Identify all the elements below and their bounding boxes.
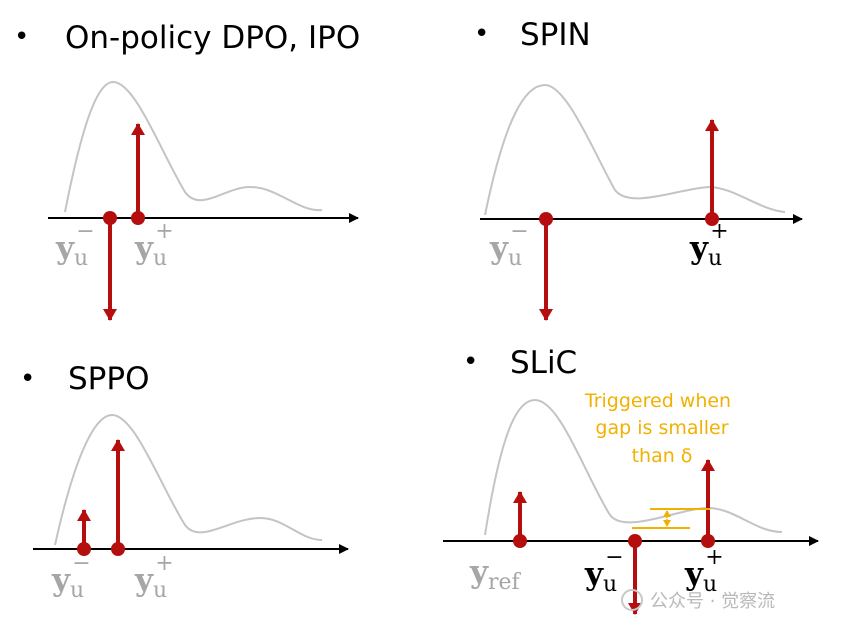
panel-sppo: • SPPO yu− yu+ (20, 361, 349, 603)
trigger-note-line2: gap is smaller (595, 417, 728, 439)
title-dpo: On-policy DPO, IPO (65, 20, 360, 56)
ref-point (513, 534, 527, 548)
neg-label: yu− (489, 219, 529, 271)
neg-label: yu− (584, 545, 624, 597)
bullet-sppo: • (20, 364, 35, 394)
pos-label: yu+ (684, 545, 724, 597)
panel-dpo: • On-policy DPO, IPO yu− yu+ (14, 20, 360, 321)
bullet-spin: • (474, 19, 489, 49)
negative-point (77, 542, 91, 556)
pos-label: yu+ (134, 219, 174, 271)
trigger-note-line3: than δ (632, 445, 693, 467)
distribution-curve (484, 83, 786, 216)
positive-point (111, 542, 125, 556)
pos-label: yu+ (689, 219, 729, 271)
bullet-dpo: • (14, 22, 29, 52)
watermark: 公众号 · 觉察流 (621, 589, 775, 612)
wechat-icon (621, 589, 643, 611)
positive-point (705, 212, 719, 226)
ref-label: yref (469, 554, 522, 595)
positive-point (701, 534, 715, 548)
pos-label: yu+ (134, 551, 174, 603)
distribution-curve (54, 413, 323, 546)
panel-slic: • SLiC Triggered when gap is smaller tha… (443, 345, 819, 615)
panel-spin: • SPIN yu− yu+ (474, 17, 803, 321)
neg-label: yu− (51, 551, 91, 603)
positive-point (131, 211, 145, 225)
trigger-note-line1: Triggered when (584, 390, 731, 412)
distribution-curve (484, 398, 783, 536)
negative-point (628, 534, 642, 548)
distribution-curve (64, 80, 323, 213)
negative-point (103, 211, 117, 225)
negative-point (539, 212, 553, 226)
title-spin: SPIN (520, 17, 591, 53)
title-sppo: SPPO (68, 361, 149, 397)
title-slic: SLiC (510, 345, 577, 381)
bullet-slic: • (463, 347, 478, 377)
watermark-text: 公众号 · 觉察流 (650, 591, 775, 612)
neg-label: yu− (55, 219, 95, 271)
